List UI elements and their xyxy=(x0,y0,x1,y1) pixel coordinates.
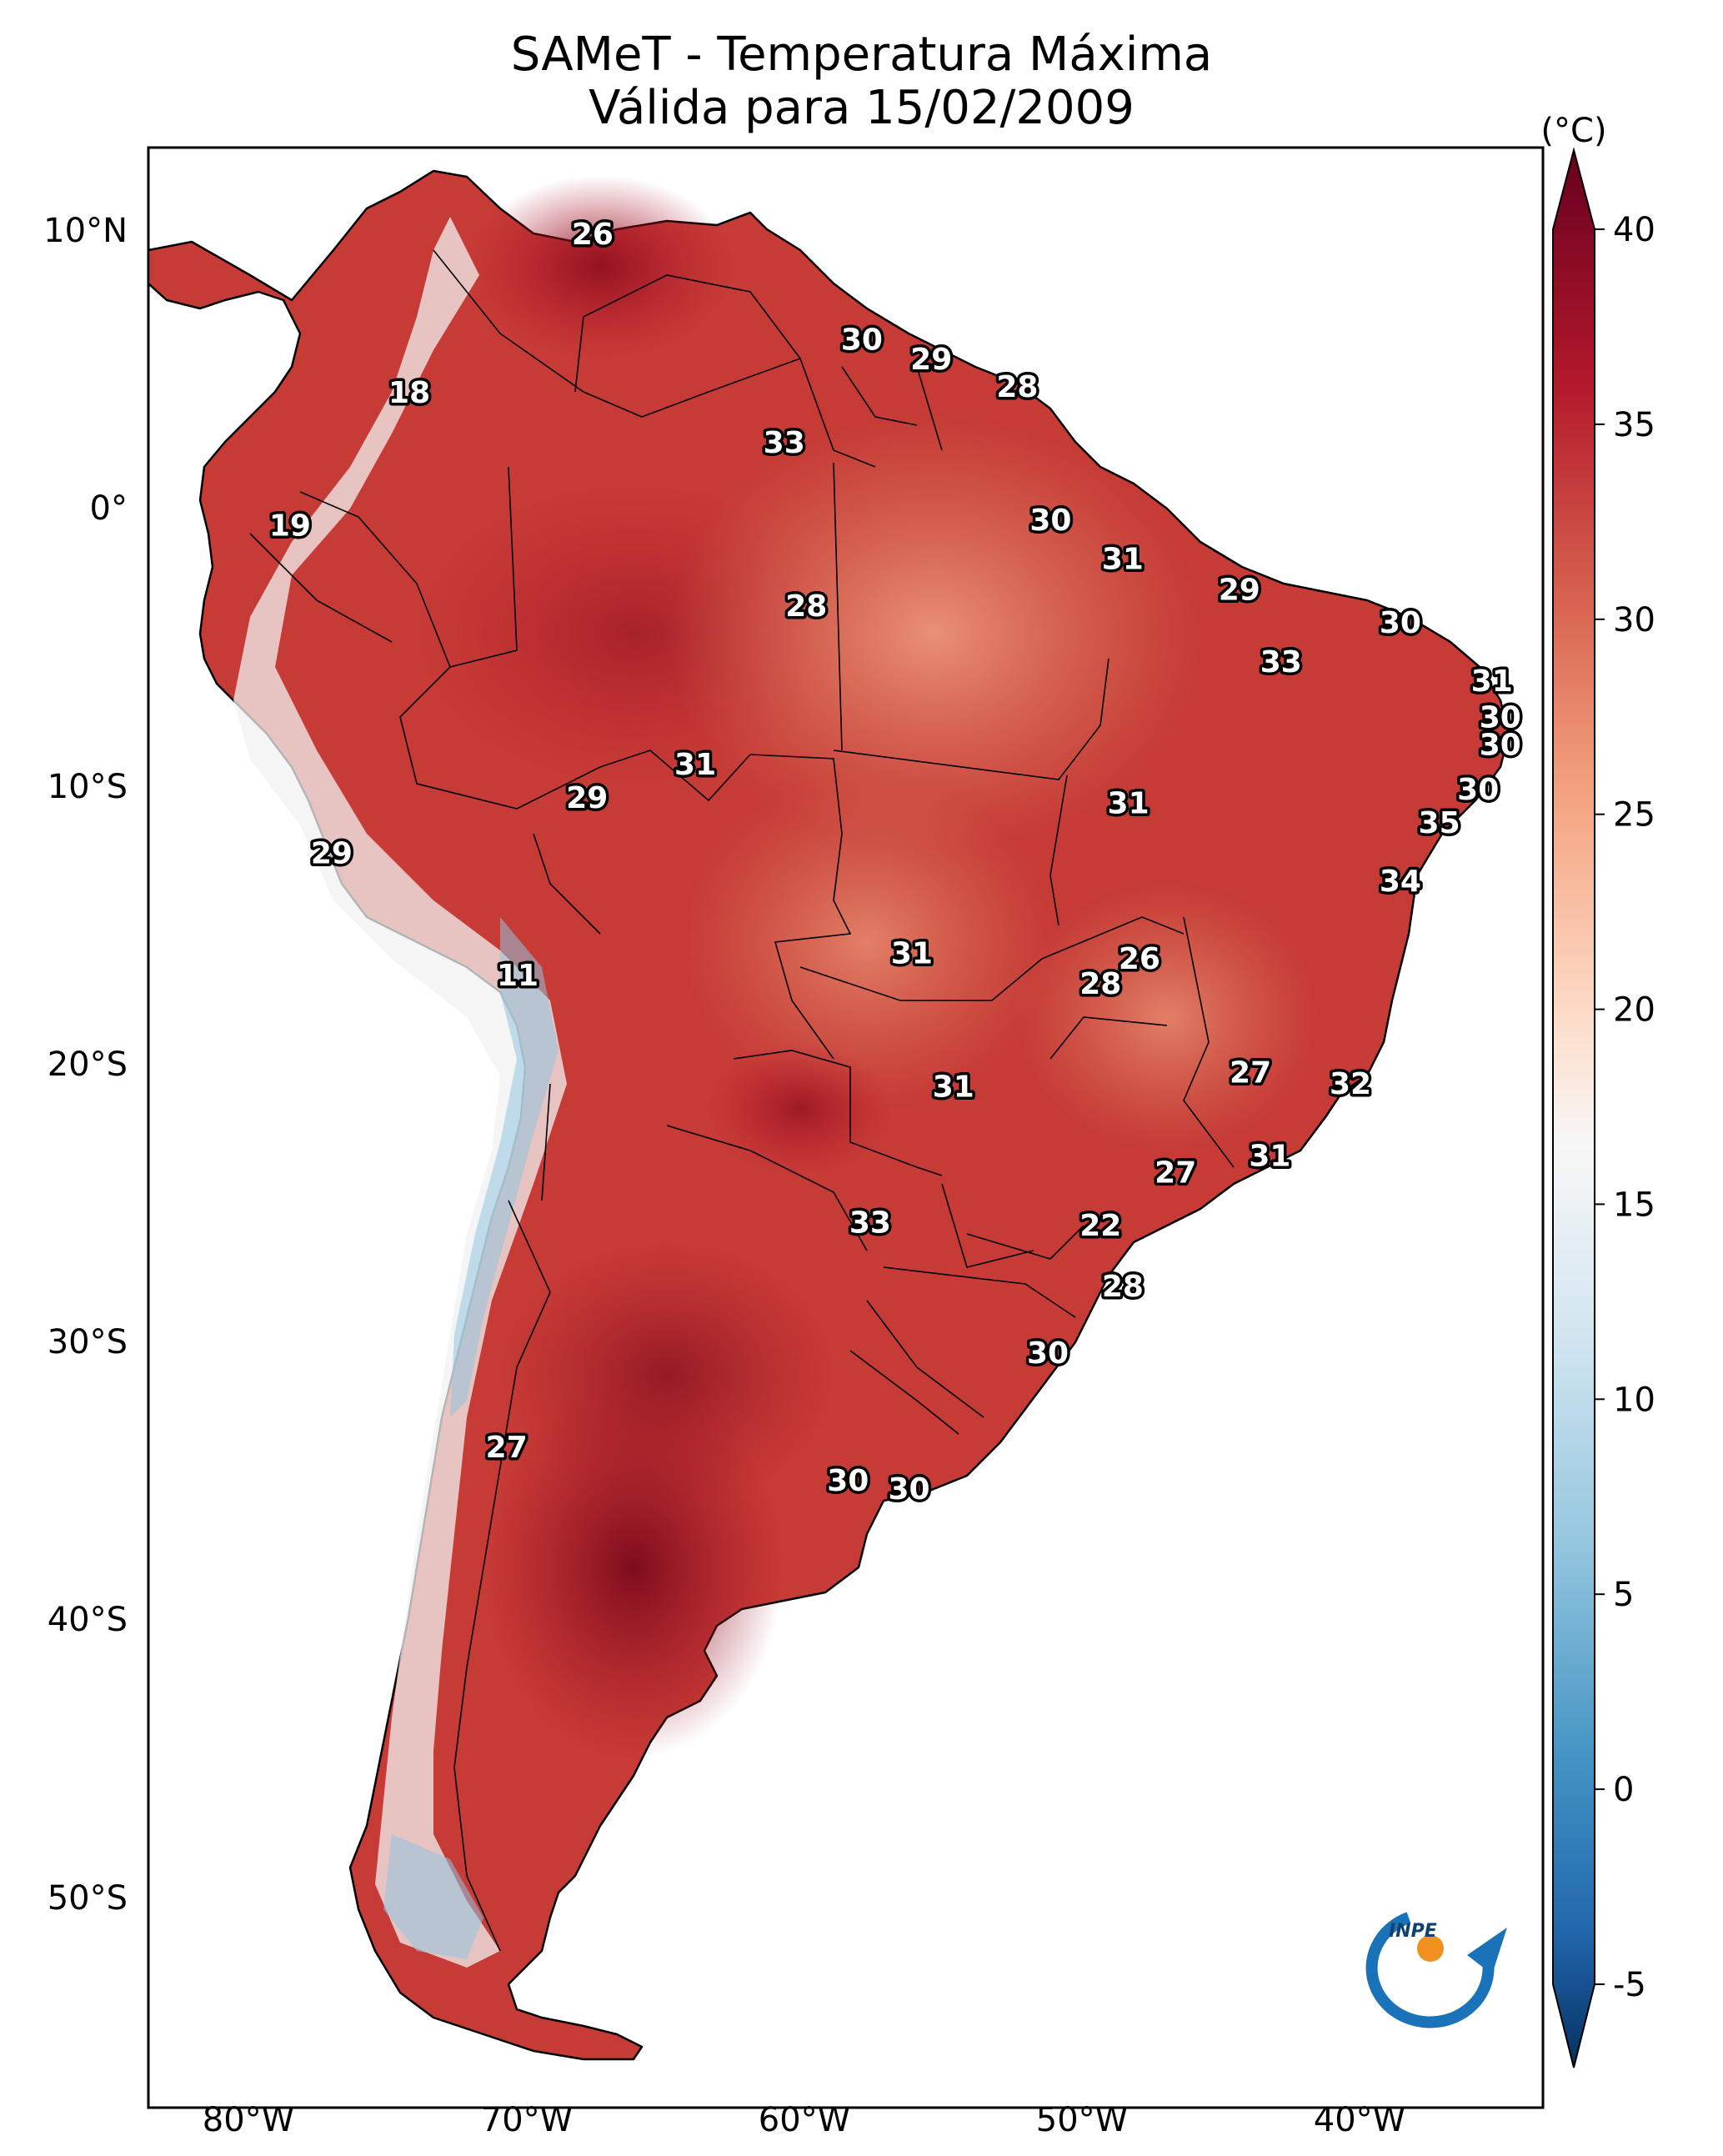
lon-label-60w: 60°W xyxy=(759,2101,850,2139)
station-label: 11 xyxy=(497,959,538,993)
station-label: 27 xyxy=(1155,1156,1196,1191)
station-label: 33 xyxy=(764,426,805,460)
station-label: 30 xyxy=(1029,504,1071,538)
station-label: 31 xyxy=(891,937,933,971)
longitude-labels: 80°W 70°W 60°W 50°W 40°W xyxy=(203,2101,1405,2139)
station-label: 28 xyxy=(1079,967,1121,1001)
colorbar-tick-label: 5 xyxy=(1613,1576,1634,1614)
colorbar-tick-label: 40 xyxy=(1613,211,1655,249)
colorbar: (°C) 40 35 30 25 20 15 10 5 0 -5 xyxy=(1540,112,1655,2068)
station-label: 26 xyxy=(1119,942,1160,976)
inpe-logo: INPE xyxy=(1365,1912,1507,2028)
station-label: 28 xyxy=(1102,1270,1144,1304)
colorbar-tick-label: 0 xyxy=(1613,1771,1634,1809)
station-label: 28 xyxy=(996,370,1038,404)
station-label: 30 xyxy=(1480,729,1521,763)
inpe-logo-text: INPE xyxy=(1389,1921,1437,1942)
lon-label-50w: 50°W xyxy=(1036,2101,1128,2139)
inpe-logo-arrow-icon xyxy=(1467,1928,1507,1974)
latitude-labels: 10°N 0° 10°S 20°S 30°S 40°S 50°S xyxy=(43,212,128,1918)
station-label: 31 xyxy=(674,748,716,782)
patagonia-cold xyxy=(383,1834,483,1959)
colorbar-tick-label: -5 xyxy=(1613,1966,1646,2004)
colorbar-tick-label: 15 xyxy=(1613,1186,1655,1224)
station-label: 27 xyxy=(486,1431,528,1465)
station-label: 30 xyxy=(1380,606,1421,640)
station-label: 28 xyxy=(785,589,827,624)
lat-label-30s: 30°S xyxy=(48,1323,128,1361)
lon-label-70w: 70°W xyxy=(481,2101,573,2139)
station-label: 33 xyxy=(1260,645,1302,679)
station-label: 26 xyxy=(572,218,614,252)
map-title-line2: Válida para 15/02/2009 xyxy=(589,81,1134,135)
station-label: 34 xyxy=(1380,865,1421,899)
station-label: 35 xyxy=(1419,806,1460,840)
colorbar-tick-label: 10 xyxy=(1613,1381,1655,1419)
station-label: 18 xyxy=(388,376,430,410)
station-label: 33 xyxy=(849,1206,891,1241)
station-label: 27 xyxy=(1230,1056,1271,1091)
station-label: 31 xyxy=(1108,787,1150,821)
station-label: 30 xyxy=(841,323,883,358)
station-label: 30 xyxy=(1457,773,1499,807)
colorbar-tick-label: 35 xyxy=(1613,406,1655,444)
country-borders xyxy=(249,249,1235,1952)
station-label: 29 xyxy=(1219,573,1260,607)
lat-label-0: 0° xyxy=(90,489,128,528)
colorbar-unit: (°C) xyxy=(1540,112,1606,150)
station-label: 22 xyxy=(1079,1209,1121,1243)
colorbar-tick-label: 25 xyxy=(1613,796,1655,835)
station-label: 32 xyxy=(1330,1067,1371,1101)
station-label: 30 xyxy=(1480,700,1521,735)
lat-label-10s: 10°S xyxy=(48,768,128,806)
lat-label-50s: 50°S xyxy=(48,1879,128,1918)
station-label: 31 xyxy=(933,1070,974,1104)
station-label: 31 xyxy=(1471,664,1513,699)
colorbar-tick-label: 30 xyxy=(1613,601,1655,639)
station-label: 29 xyxy=(566,781,608,815)
map-title-line1: SAMeT - Temperatura Máxima xyxy=(510,28,1213,82)
station-label: 31 xyxy=(1102,543,1144,577)
station-label: 30 xyxy=(1027,1336,1069,1371)
lon-label-80w: 80°W xyxy=(203,2101,294,2139)
inpe-logo-orbit-icon xyxy=(1365,1912,1495,2028)
station-label: 30 xyxy=(827,1464,869,1498)
continent-layer xyxy=(148,169,1510,2061)
andes-cold-core xyxy=(450,917,558,1417)
colorbar-ticks: 40 35 30 25 20 15 10 5 0 -5 xyxy=(1595,211,1655,2004)
lat-label-40s: 40°S xyxy=(48,1601,128,1639)
andes-cool-strip xyxy=(233,217,567,1968)
inpe-logo-sun-icon xyxy=(1417,1935,1444,1962)
station-label: 31 xyxy=(1249,1140,1290,1174)
station-label: 29 xyxy=(910,343,952,377)
lat-label-10n: 10°N xyxy=(43,212,128,250)
colorbar-tick-label: 20 xyxy=(1613,991,1655,1030)
station-label: 19 xyxy=(269,509,311,544)
lon-label-40w: 40°W xyxy=(1314,2101,1405,2139)
lat-label-20s: 20°S xyxy=(48,1045,128,1084)
station-label: 29 xyxy=(311,837,353,871)
station-label: 30 xyxy=(888,1472,929,1507)
colorbar-bar xyxy=(1552,147,1595,2068)
